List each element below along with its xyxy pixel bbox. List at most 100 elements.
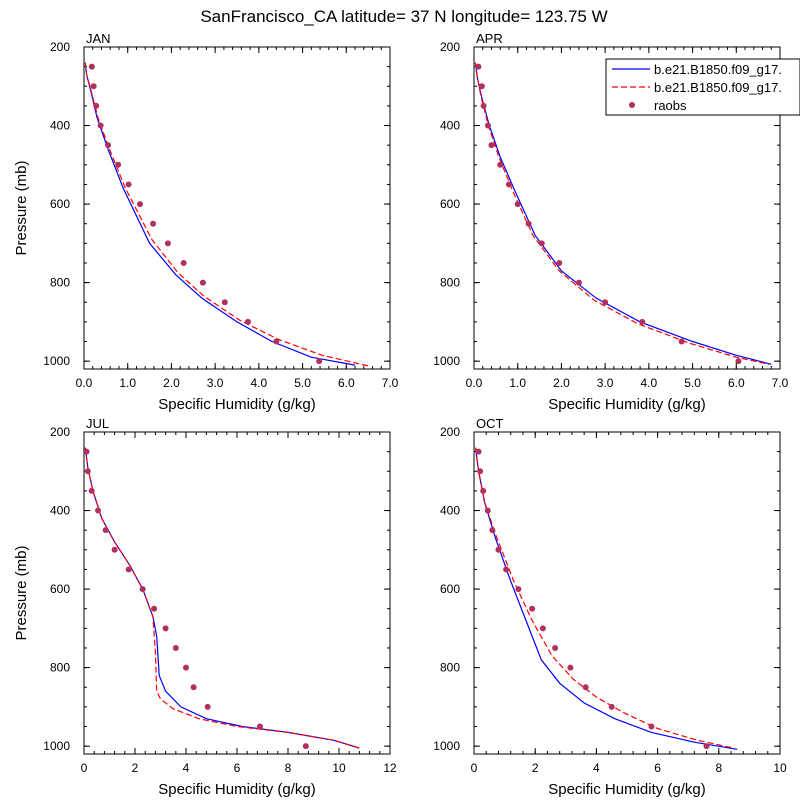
raobs-point [480, 102, 487, 109]
raobs-point [475, 448, 482, 455]
x-tick-label: 0.0 [466, 376, 483, 390]
raobs-point [567, 664, 574, 671]
plot-frame [473, 46, 781, 370]
x-tick-label: 6 [234, 761, 241, 775]
raobs-point [514, 201, 521, 208]
raobs-point [97, 122, 104, 129]
x-tick-label: 4 [183, 761, 190, 775]
raobs-point [115, 161, 122, 168]
raobs-point [556, 259, 563, 266]
y-axis-label: Pressure (mb) [13, 545, 30, 640]
raobs-point [162, 625, 169, 632]
model-line-solid [474, 447, 738, 750]
raobs-point [183, 664, 189, 671]
model-line-dashed [84, 447, 360, 749]
x-axis-label: Specific Humidity (g/kg) [158, 396, 316, 413]
panel-title: OCT [476, 416, 504, 431]
raobs-point [582, 684, 589, 691]
raobs-point [503, 566, 510, 573]
raobs-point [256, 723, 263, 730]
raobs-point [93, 102, 100, 109]
raobs-point [488, 142, 495, 149]
raobs-point [164, 240, 171, 247]
raobs-point [139, 586, 146, 593]
raobs-point [525, 220, 532, 227]
raobs-point [552, 644, 559, 651]
raobs-point [172, 644, 179, 651]
y-tick-label: 400 [440, 119, 460, 133]
x-tick-label: 10 [773, 761, 787, 775]
panel-apr: 0.0 1.0 2.0 3.0 4.0 5.0 6.0 7.0 200 400 600 800 1000… [433, 31, 788, 413]
plot-frame [83, 46, 391, 370]
raobs-point [88, 63, 95, 70]
x-tick-label: 4.0 [251, 376, 268, 390]
panels-group: 0.0 1.0 2.0 3.0 4.0 5.0 6.0 7.02004006008001000… [13, 31, 789, 798]
y-tick-label: 400 [440, 504, 460, 518]
x-axis-label: Specific Humidity (g/kg) [548, 396, 706, 413]
model-line-dashed [474, 447, 735, 749]
raobs-point [150, 220, 157, 227]
y-tick-label: 800 [440, 661, 460, 675]
y-tick-label: 1000 [43, 739, 70, 753]
y-tick-label: 600 [50, 197, 70, 211]
plot-area [84, 447, 360, 750]
raobs-point [244, 318, 251, 325]
x-tick-label: 5.0 [684, 376, 701, 390]
panel-oct: 0 2 4 6 8 10 200 400 600 800 1000 OCT Specific Humid… [433, 416, 787, 798]
raobs-point [95, 507, 102, 514]
raobs-point [678, 338, 685, 345]
x-axis-label: Specific Humidity (g/kg) [158, 781, 316, 798]
raobs-point [703, 743, 710, 750]
x-tick-label: 1.0 [509, 376, 526, 390]
raobs-point [204, 703, 211, 710]
x-tick-label: 2 [532, 761, 539, 775]
y-tick-label: 800 [440, 276, 460, 290]
raobs-point [484, 507, 491, 514]
y-tick-label: 800 [50, 661, 70, 675]
model-line-solid [84, 447, 360, 749]
y-tick-label: 200 [50, 40, 70, 54]
model-line-dashed [474, 62, 770, 365]
x-tick-label: 1.0 [119, 376, 136, 390]
plot-area [84, 62, 369, 367]
raobs-point [480, 487, 487, 494]
raobs-point [639, 318, 646, 325]
raobs-point [190, 684, 197, 691]
raobs-point [105, 142, 112, 149]
x-tick-label: 6 [654, 761, 661, 775]
raobs-point [497, 161, 504, 168]
raobs-point [475, 63, 482, 70]
x-tick-label: 5.0 [294, 376, 311, 390]
raobs-point [151, 605, 158, 612]
x-tick-label: 10 [332, 761, 346, 775]
y-tick-label: 200 [440, 40, 460, 54]
raobs-point [221, 299, 228, 306]
x-tick-label: 7.0 [382, 376, 399, 390]
raobs-point [111, 546, 118, 553]
y-tick-label: 400 [50, 119, 70, 133]
raobs-point [495, 546, 502, 553]
x-tick-label: 4.0 [641, 376, 658, 390]
raobs-point [484, 122, 491, 129]
x-tick-label: 3.0 [597, 376, 614, 390]
y-tick-label: 600 [440, 582, 460, 596]
raobs-point [84, 448, 90, 455]
legend-label: b.e21.B1850.f09_g17. [654, 80, 782, 95]
x-tick-label: 7.0 [772, 376, 789, 390]
raobs-point [88, 487, 95, 494]
x-tick-label: 0 [81, 761, 88, 775]
panel-title: JUL [86, 416, 109, 431]
raobs-point [273, 338, 280, 345]
raobs-point [735, 358, 742, 365]
legend-box [605, 58, 800, 116]
y-tick-label: 1000 [433, 739, 460, 753]
y-tick-label: 200 [440, 425, 460, 439]
x-tick-label: 6.0 [728, 376, 745, 390]
legend-label: raobs [654, 98, 687, 113]
raobs-point [608, 703, 615, 710]
raobs-point [478, 83, 485, 90]
y-tick-label: 600 [50, 582, 70, 596]
plot-frame [83, 431, 391, 755]
legend-marker [629, 102, 635, 108]
